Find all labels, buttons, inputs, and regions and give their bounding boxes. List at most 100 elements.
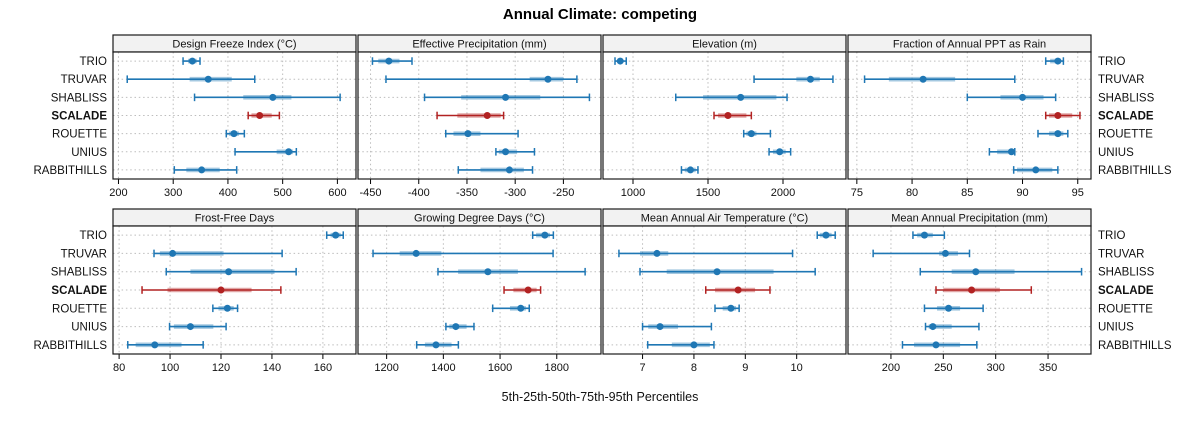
panel: Fraction of Annual PPT as Rain 75 80 85 90 95: [847, 34, 1092, 199]
percentile-row-trio: [816, 231, 836, 239]
median-dot: [256, 112, 264, 119]
median-dot: [727, 304, 735, 312]
tick-label: -300: [504, 187, 526, 199]
median-dot: [452, 323, 460, 331]
site-label-left: SCALADE: [51, 285, 107, 297]
percentile-row-truvar: [863, 75, 1016, 84]
percentile-row-unius: [234, 147, 298, 156]
percentile-row-rouette: [225, 129, 246, 138]
tick-label: -450: [360, 187, 382, 199]
median-dot: [186, 323, 194, 331]
tick-label: 400: [219, 187, 237, 199]
percentile-row-rouette: [742, 129, 772, 138]
median-dot: [972, 268, 980, 276]
percentile-row-truvar: [753, 75, 834, 84]
tick-label: 1600: [488, 362, 512, 374]
median-dot: [776, 148, 784, 156]
median-dot: [1019, 93, 1027, 101]
site-label-left: SCALADE: [51, 111, 107, 123]
median-dot: [822, 231, 830, 239]
median-dot: [941, 249, 949, 257]
site-label-left: UNIUS: [71, 322, 107, 334]
panel-border: [357, 225, 602, 355]
site-label-left: SHABLISS: [51, 267, 108, 279]
median-dot: [920, 231, 928, 239]
median-dot: [169, 249, 177, 257]
percentile-row-unius: [988, 147, 1016, 156]
median-dot: [1054, 130, 1062, 138]
median-dot: [929, 323, 937, 331]
x-axis-caption: 5th-25th-50th-75th-95th Percentiles: [502, 390, 699, 404]
site-label-right: RABBITHILLS: [1098, 340, 1172, 352]
tick-label: -350: [456, 187, 478, 199]
panel-title: Design Freeze Index (°C): [172, 39, 296, 51]
percentile-row-rouette: [212, 304, 239, 313]
percentile-row-truvar: [372, 249, 554, 258]
panel-border: [847, 51, 1092, 180]
median-dot: [1007, 148, 1015, 156]
median-dot: [412, 249, 420, 257]
percentile-row-shabliss: [165, 267, 297, 276]
median-dot: [223, 304, 231, 312]
percentile-row-shabliss: [919, 267, 1083, 276]
percentile-row-rabbithills: [415, 341, 460, 349]
panel: Design Freeze Index (°C) 200 300 400 500 600: [109, 34, 357, 199]
site-label-left: TRUVAR: [61, 248, 107, 260]
percentile-row-shabliss: [193, 93, 341, 102]
median-dot: [737, 93, 745, 101]
panel-border: [602, 51, 847, 180]
site-label-left: SHABLISS: [51, 92, 108, 104]
median-dot: [484, 268, 492, 276]
tick-label: -400: [408, 187, 430, 199]
median-dot: [385, 57, 393, 65]
site-label-right: SHABLISS: [1098, 267, 1155, 279]
median-dot: [269, 93, 277, 101]
median-dot: [188, 57, 196, 65]
tick-label: 85: [961, 187, 973, 199]
median-dot: [332, 231, 340, 239]
percentile-row-trio: [1044, 57, 1065, 65]
tick-label: 140: [263, 362, 281, 374]
panel-title: Elevation (m): [692, 39, 757, 51]
tick-label: 9: [742, 362, 748, 374]
percentile-row-rouette: [445, 129, 519, 138]
percentile-row-unius: [495, 147, 536, 156]
percentile-row-scalade: [436, 111, 505, 120]
site-label-right: RABBITHILLS: [1098, 165, 1172, 177]
median-dot: [945, 304, 953, 312]
site-label-right: ROUETTE: [1098, 303, 1153, 315]
percentile-row-unius: [168, 322, 227, 331]
percentile-row-unius: [445, 322, 475, 331]
panel-border: [112, 51, 357, 180]
site-label-right: ROUETTE: [1098, 129, 1153, 141]
site-label-right: TRIO: [1098, 230, 1126, 242]
median-dot: [517, 304, 525, 312]
tick-label: 1500: [696, 187, 720, 199]
median-dot: [690, 341, 698, 349]
percentile-row-rabbithills: [173, 166, 238, 174]
percentile-row-scalade: [141, 286, 282, 294]
median-dot: [204, 75, 212, 83]
percentile-row-shabliss: [966, 93, 1057, 102]
median-dot: [544, 75, 552, 83]
median-dot: [217, 286, 225, 294]
panel: Growing Degree Days (°C) 1200 1400 1600 1800: [357, 208, 602, 374]
percentile-row-truvar: [126, 75, 256, 84]
panel-title: Growing Degree Days (°C): [414, 213, 545, 225]
percentile-row-rouette: [1037, 129, 1069, 138]
tick-label: 1000: [621, 187, 645, 199]
site-label-right: TRUVAR: [1098, 248, 1144, 260]
median-dot: [686, 166, 694, 174]
percentile-row-rouette: [714, 304, 740, 313]
median-dot: [1032, 166, 1040, 174]
site-label-right: SHABLISS: [1098, 92, 1155, 104]
panel: Mean Annual Precipitation (mm) 200 250 300 3…: [847, 208, 1092, 374]
tick-label: 1800: [545, 362, 569, 374]
median-dot: [225, 268, 233, 276]
site-label-right: SCALADE: [1098, 285, 1154, 297]
tick-label: -250: [552, 187, 574, 199]
site-label-left: UNIUS: [71, 147, 107, 159]
percentile-row-rabbithills: [127, 341, 204, 349]
panel-title: Mean Annual Precipitation (mm): [891, 213, 1048, 225]
